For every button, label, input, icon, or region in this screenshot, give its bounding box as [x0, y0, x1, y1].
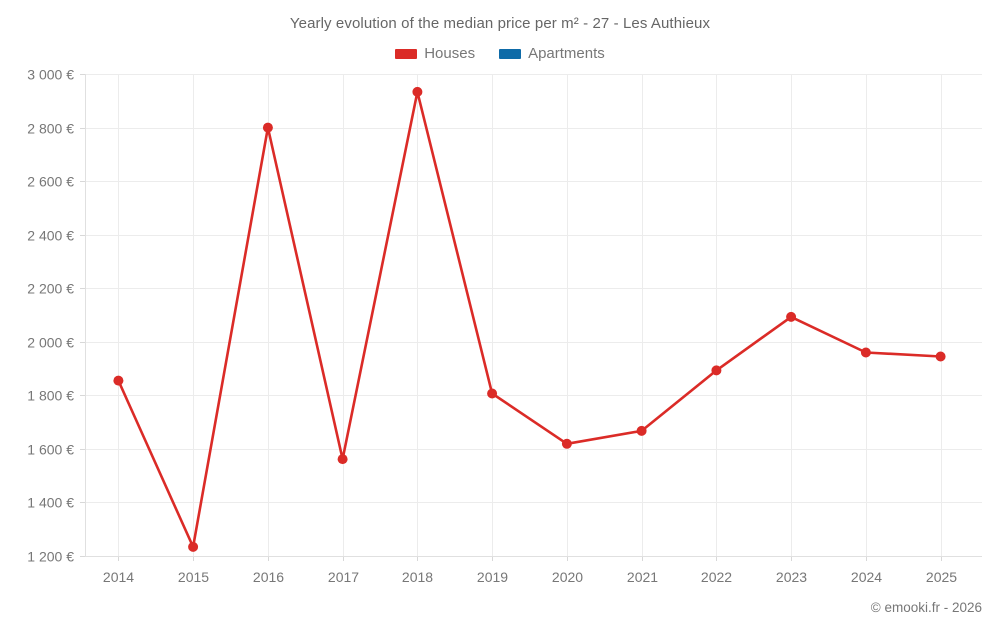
y-axis-tick-label: 1 400 €: [27, 495, 74, 511]
data-point-marker[interactable]: [113, 375, 124, 386]
legend-swatch-icon: [499, 48, 522, 59]
data-point-marker[interactable]: [262, 122, 273, 133]
data-point-marker[interactable]: [711, 365, 722, 376]
y-axis-tick-label: 2 400 €: [27, 228, 74, 244]
y-axis-tick-label: 2 600 €: [27, 174, 74, 190]
x-axis-tick-label: 2019: [477, 569, 508, 585]
x-axis-tick-label: 2016: [253, 569, 284, 585]
data-point-marker[interactable]: [935, 351, 946, 362]
data-point-marker[interactable]: [188, 541, 199, 552]
footer-credit: © emooki.fr - 2026: [870, 600, 982, 615]
x-axis-tick-label: 2018: [402, 569, 433, 585]
x-axis-tick-label: 2024: [851, 569, 882, 585]
y-axis-tick-label: 3 000 €: [27, 67, 74, 83]
legend-swatch-icon: [395, 48, 418, 59]
x-axis-tick-label: 2015: [178, 569, 209, 585]
series-line-houses: [117, 90, 942, 549]
x-axis-tick-label: 2014: [103, 569, 134, 585]
chart-legend: Houses Apartments: [0, 45, 1000, 62]
data-point-marker[interactable]: [786, 311, 797, 322]
data-point-marker[interactable]: [487, 388, 498, 399]
x-axis-tick-label: 2022: [701, 569, 732, 585]
y-axis-tick-label: 2 200 €: [27, 281, 74, 297]
data-point-marker[interactable]: [561, 438, 572, 449]
data-point-marker[interactable]: [412, 86, 423, 97]
y-axis-tick-label: 1 800 €: [27, 388, 74, 404]
x-axis-tick-label: 2021: [627, 569, 658, 585]
y-axis-tick-label: 1 600 €: [27, 442, 74, 458]
x-axis-tick-label: 2025: [926, 569, 957, 585]
legend-label-houses: Houses: [424, 45, 476, 62]
chart-title: Yearly evolution of the median price per…: [289, 15, 711, 32]
x-axis-tick-label: 2023: [776, 569, 807, 585]
data-point-marker[interactable]: [337, 454, 348, 465]
legend-label-apartments: Apartments: [528, 45, 605, 62]
legend-item-houses[interactable]: Houses: [395, 45, 475, 62]
data-point-marker[interactable]: [636, 425, 647, 436]
y-axis-tick-label: 2 800 €: [27, 121, 74, 137]
y-axis-tick-label: 1 200 €: [27, 549, 74, 565]
y-axis-tick-label: 2 000 €: [27, 335, 74, 351]
data-point-marker[interactable]: [860, 347, 871, 358]
legend-item-apartments[interactable]: Apartments: [499, 45, 605, 62]
x-axis-tick-label: 2017: [328, 569, 359, 585]
x-axis-tick-label: 2020: [552, 569, 583, 585]
